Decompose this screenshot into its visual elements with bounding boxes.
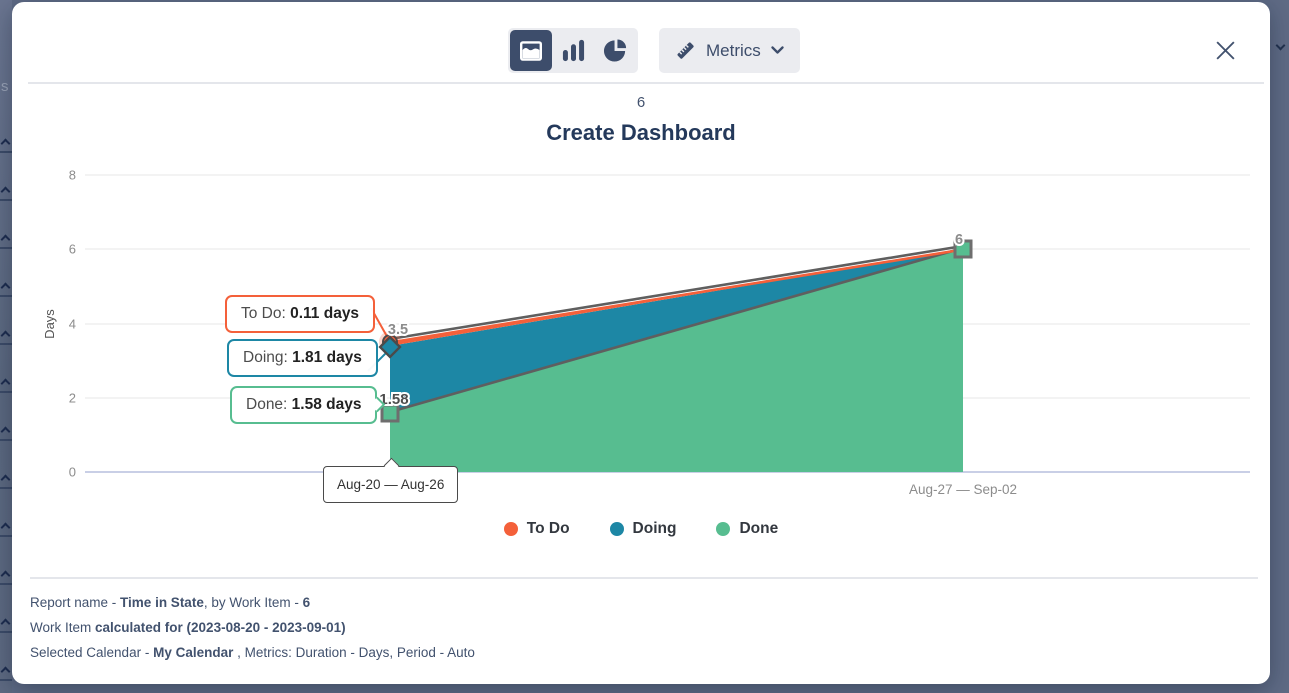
chevron-up-icon	[0, 234, 12, 249]
area-chart-icon	[520, 40, 543, 61]
tooltip-period: Aug-20 — Aug-26	[323, 457, 459, 503]
tooltip-done: Done: 1.58 days	[230, 386, 386, 424]
chevron-up-icon	[0, 330, 12, 345]
tooltip-done-label: Done:	[246, 396, 292, 413]
tooltip-todo-label: To Do:	[241, 305, 291, 322]
done-legend-label: Done	[739, 520, 779, 537]
footer-divider	[30, 577, 1258, 579]
metrics-dropdown-button[interactable]: Metrics	[659, 28, 800, 73]
y-tick: 6	[69, 242, 76, 257]
chevron-up-icon	[0, 474, 12, 489]
chevron-up-icon	[0, 426, 12, 441]
metrics-label: Metrics	[706, 40, 761, 60]
chevron-up-icon	[0, 378, 12, 393]
chevron-up-icon	[0, 570, 12, 585]
y-tick: 4	[69, 317, 76, 332]
chevron-down-icon	[771, 46, 784, 54]
y-tick: 8	[69, 168, 76, 183]
bar-chart-icon	[562, 39, 584, 62]
chevron-up-icon	[0, 138, 12, 153]
todo-legend-label: To Do	[526, 520, 570, 537]
report-summary-line2: Work Item calculated for (2023-08-20 - 2…	[30, 620, 346, 635]
work-item-id: 6	[636, 94, 646, 111]
background-text-fragment: s	[1, 78, 9, 95]
tooltip-todo-value: 0.11 days	[290, 305, 360, 322]
ruler-icon	[677, 42, 694, 59]
value-label-1-58: 1.58	[379, 391, 408, 408]
tooltip-todo: To Do: 0.11 days	[225, 295, 376, 333]
bar-chart-button[interactable]	[552, 30, 594, 71]
done-series-outline	[389, 246, 964, 414]
header-divider	[28, 82, 1264, 84]
tooltip-period-text: Aug-20 — Aug-26	[337, 477, 445, 492]
x-label-period2: Aug-27 — Sep-02	[909, 482, 1017, 497]
time-in-state-chart: 8 6 4 2 0 Days 3.5 1.58 6 Aug-20 — Aug-2…	[42, 168, 1250, 497]
report-summary-line1: Report name - Time in State, by Work Ite…	[30, 595, 311, 610]
y-tick: 0	[69, 465, 76, 480]
background-sidebar-strip: s	[0, 0, 12, 693]
value-label-3-5: 3.5	[388, 322, 408, 338]
tooltip-doing: Doing: 1.81 days	[227, 339, 378, 377]
chart-header: 6 Create Dashboard	[12, 94, 1270, 146]
done-point-marker[interactable]	[380, 403, 400, 423]
area-chart-button[interactable]	[510, 30, 552, 71]
page-title: Create Dashboard	[546, 120, 736, 145]
chevron-up-icon	[0, 666, 12, 681]
background-chevron-down-icon	[1275, 40, 1286, 51]
report-summary-line3: Selected Calendar - My Calendar , Metric…	[30, 645, 475, 660]
close-button[interactable]	[1210, 35, 1240, 65]
time-in-state-modal: Metrics 6 Create Dashboard 8 6 4 2 0 Day…	[12, 2, 1270, 684]
close-icon	[1215, 40, 1235, 60]
y-tick: 2	[69, 391, 76, 406]
doing-point-marker[interactable]	[378, 335, 402, 359]
pie-chart-button[interactable]	[594, 30, 636, 71]
chart-type-switcher	[508, 28, 638, 73]
tooltip-doing-value: 1.81 days	[292, 349, 362, 366]
report-summary: Report name - Time in State, by Work Ite…	[30, 590, 475, 665]
value-label-6: 6	[955, 232, 963, 248]
doing-legend-label: Doing	[632, 520, 677, 537]
legend-item-todo[interactable]: To Do	[503, 520, 570, 538]
todo-series-outline	[389, 244, 964, 341]
chevron-up-icon	[0, 186, 12, 201]
chart-legend: To Do Doing Done	[12, 520, 1270, 538]
todo-legend-dot	[503, 522, 518, 536]
pie-chart-icon	[603, 39, 626, 62]
chevron-up-icon	[0, 618, 12, 633]
chevron-up-icon	[0, 522, 12, 537]
todo-series-line	[389, 248, 964, 344]
period2-point-marker[interactable]	[953, 239, 973, 259]
tooltip-done-value: 1.58 days	[291, 396, 362, 413]
area-done[interactable]	[390, 249, 963, 472]
y-axis-label: Days	[42, 309, 57, 339]
chevron-up-icon	[0, 282, 12, 297]
legend-item-done[interactable]: Done	[716, 520, 778, 538]
legend-item-doing[interactable]: Doing	[609, 520, 677, 538]
done-legend-dot	[716, 522, 731, 536]
tooltip-doing-label: Doing:	[243, 349, 293, 366]
doing-legend-dot	[609, 522, 624, 536]
